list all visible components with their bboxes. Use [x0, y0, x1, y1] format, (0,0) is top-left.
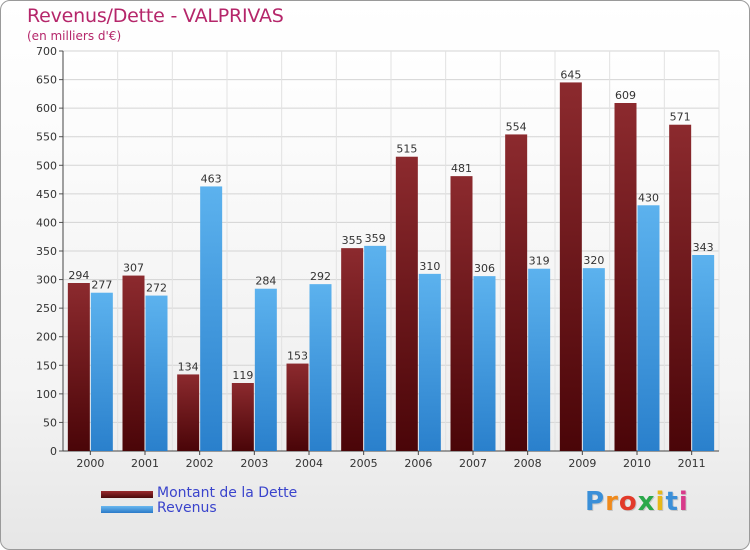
data-label: 430 [638, 191, 659, 204]
bar-dette [122, 275, 145, 451]
y-tick-label: 300 [36, 274, 57, 287]
bar-dette [614, 103, 637, 451]
bar-revenus [637, 205, 660, 451]
bar-revenus [200, 186, 223, 451]
x-tick-label: 2001 [131, 457, 159, 470]
data-label: 355 [342, 234, 363, 247]
y-tick-label: 650 [36, 74, 57, 87]
x-tick-label: 2003 [240, 457, 268, 470]
y-tick-label: 700 [36, 45, 57, 58]
bar-revenus [90, 292, 113, 451]
chart-subtitle: (en milliers d'€) [27, 29, 122, 43]
bar-revenus [418, 273, 441, 451]
bar-dette [177, 374, 200, 451]
bar-revenus [364, 245, 387, 451]
data-label: 306 [474, 262, 495, 275]
data-label: 292 [310, 270, 331, 283]
data-label: 554 [506, 120, 527, 133]
data-label: 284 [255, 275, 276, 288]
y-tick-label: 550 [36, 131, 57, 144]
bar-dette [395, 156, 418, 451]
legend-swatch-dette [101, 491, 153, 498]
data-label: 320 [583, 254, 604, 267]
bar-dette [505, 134, 528, 451]
bar-dette [67, 283, 90, 451]
bar-revenus [254, 288, 277, 451]
bar-revenus [473, 276, 496, 451]
data-label: 571 [670, 111, 691, 124]
data-label: 609 [615, 89, 636, 102]
data-label: 310 [419, 260, 440, 273]
data-label: 153 [287, 350, 308, 363]
y-tick-label: 0 [50, 445, 57, 458]
y-tick-label: 150 [36, 359, 57, 372]
x-tick-label: 2006 [404, 457, 432, 470]
y-tick-label: 250 [36, 302, 57, 315]
data-label: 359 [365, 232, 386, 245]
logo-letter: x [637, 487, 656, 517]
data-label: 645 [560, 68, 581, 81]
bar-dette [559, 82, 582, 451]
data-label: 277 [91, 279, 112, 292]
bar-dette [669, 124, 692, 451]
x-tick-label: 2008 [514, 457, 542, 470]
y-tick-label: 400 [36, 216, 57, 229]
data-label: 134 [178, 360, 199, 373]
bar-dette [286, 363, 309, 451]
y-tick-label: 450 [36, 188, 57, 201]
bar-revenus [692, 255, 715, 451]
bar-dette [450, 176, 473, 451]
legend-swatch-revenus [101, 506, 153, 513]
x-tick-label: 2004 [295, 457, 323, 470]
logo-letter: t [665, 487, 679, 517]
x-tick-label: 2005 [350, 457, 378, 470]
data-label: 481 [451, 162, 472, 175]
y-tick-label: 600 [36, 102, 57, 115]
x-tick-label: 2011 [678, 457, 706, 470]
x-tick-label: 2000 [76, 457, 104, 470]
legend-label-dette: Montant de la Dette [157, 485, 298, 501]
y-tick-label: 100 [36, 388, 57, 401]
y-tick-label: 500 [36, 159, 57, 172]
data-label: 272 [146, 282, 167, 295]
x-tick-label: 2009 [568, 457, 596, 470]
logo-letter: o [618, 487, 638, 517]
y-tick-label: 200 [36, 331, 57, 344]
x-tick-label: 2007 [459, 457, 487, 470]
data-label: 319 [529, 255, 550, 268]
x-tick-label: 2010 [623, 457, 651, 470]
data-label: 463 [201, 172, 222, 185]
logo-letter: P [585, 487, 606, 517]
legend-label-revenus: Revenus [157, 500, 217, 516]
logo-letter: i [655, 487, 666, 517]
bar-revenus [309, 284, 332, 451]
bar-revenus [582, 268, 605, 451]
x-tick-label: 2002 [186, 457, 214, 470]
data-label: 515 [396, 143, 417, 156]
bar-revenus [145, 295, 168, 451]
proxiti-logo: Proxiti [585, 487, 689, 517]
data-label: 294 [68, 269, 89, 282]
logo-letter: r [605, 487, 619, 517]
bar-dette [341, 248, 364, 451]
data-label: 119 [232, 369, 253, 382]
bar-dette [231, 383, 254, 451]
y-tick-label: 50 [43, 416, 57, 429]
data-label: 307 [123, 262, 144, 275]
data-label: 343 [693, 241, 714, 254]
bar-revenus [528, 268, 551, 451]
y-tick-label: 350 [36, 245, 57, 258]
logo-letter: i [678, 487, 689, 517]
chart-title: Revenus/Dette - VALPRIVAS [27, 5, 284, 27]
